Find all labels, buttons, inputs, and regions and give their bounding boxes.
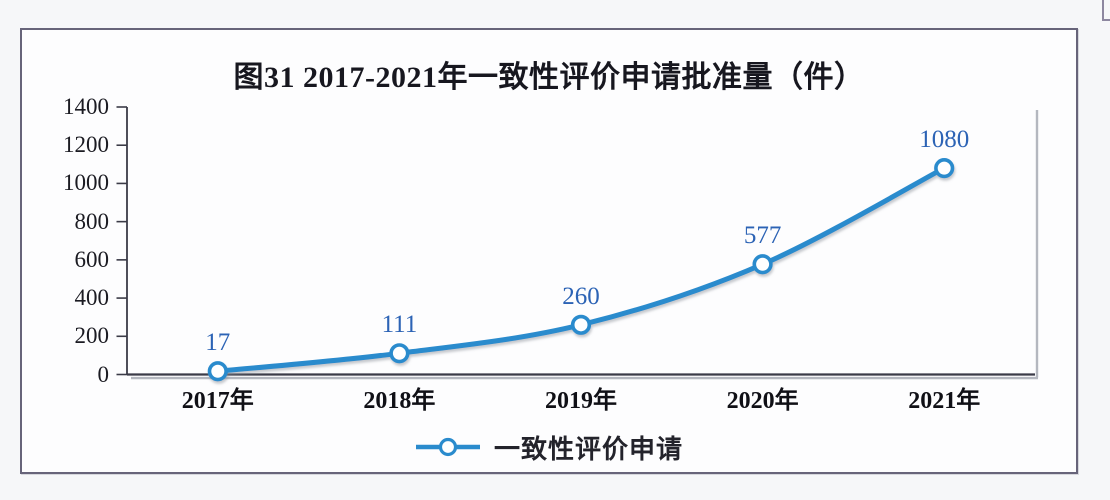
data-point-marker bbox=[570, 314, 592, 335]
legend-label: 一致性评价申请 bbox=[493, 434, 683, 464]
chart-container: 图31 2017-2021年一致性评价申请批准量（件） 0 200 400 600 80… bbox=[20, 28, 1078, 474]
line-chart bbox=[116, 106, 1039, 382]
plot-area: 0 200 400 600 800 1000 1200 1400 2017年 2018年 2019… bbox=[22, 30, 1080, 476]
y-tick-label: 1400 bbox=[63, 94, 109, 119]
data-point-marker bbox=[934, 158, 955, 179]
data-point-label: 577 bbox=[743, 222, 782, 250]
data-point-marker bbox=[389, 343, 410, 364]
y-tick-label: 600 bbox=[74, 246, 110, 272]
legend: 一致性评价申请 bbox=[22, 430, 1076, 464]
data-point-label: 17 bbox=[205, 329, 231, 357]
adjacent-box-corner-fragment bbox=[1102, 0, 1110, 21]
data-point-label: 260 bbox=[562, 282, 600, 310]
y-tick-label: 400 bbox=[74, 285, 110, 311]
x-category-label: 2020年 bbox=[726, 388, 799, 414]
x-category-label: 2019年 bbox=[545, 388, 617, 414]
data-point-marker bbox=[207, 361, 228, 382]
series-line bbox=[215, 165, 947, 374]
y-tick-label: 800 bbox=[74, 208, 110, 234]
data-point-label: 111 bbox=[381, 311, 418, 339]
data-point-label: 1080 bbox=[919, 126, 970, 154]
x-category-label: 2018年 bbox=[363, 388, 436, 414]
y-tick-label: 0 bbox=[97, 361, 110, 387]
chart-title: 图31 2017-2021年一致性评价申请批准量（件） bbox=[233, 61, 865, 94]
y-tick-label: 200 bbox=[74, 323, 110, 349]
series-line-group bbox=[207, 158, 955, 382]
x-category-label: 2021年 bbox=[908, 388, 981, 414]
y-tick-label: 1200 bbox=[63, 132, 109, 158]
y-tick-label: 1000 bbox=[63, 170, 109, 196]
data-point-marker bbox=[752, 254, 773, 275]
x-category-label: 2017年 bbox=[181, 388, 254, 414]
legend-line-marker-icon bbox=[415, 437, 480, 457]
